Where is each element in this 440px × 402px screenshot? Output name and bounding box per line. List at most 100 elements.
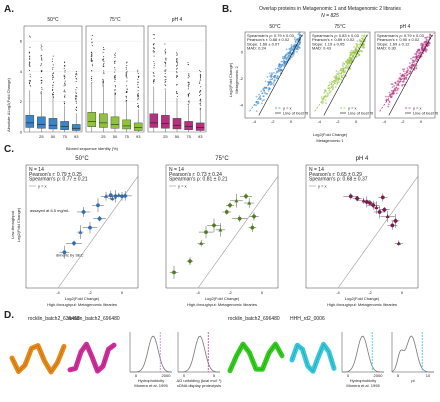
panel-a-ytick-1: 2 <box>20 99 23 104</box>
panel-b-point <box>426 36 429 39</box>
panel-b-point <box>353 46 355 48</box>
panel-a-box-1-1 <box>99 113 108 128</box>
panel-b-point <box>334 86 337 88</box>
panel-a-outlier <box>200 101 202 103</box>
panel-a-outlier <box>137 71 139 73</box>
panel-a-outlier <box>52 73 54 75</box>
panel-a-outlier <box>176 93 178 95</box>
panel-a-outlier <box>91 38 93 40</box>
panel-b-point <box>341 64 344 66</box>
panel-c-point-1-2 <box>199 241 204 245</box>
panel-a-outlier <box>177 63 179 65</box>
panel-a-outlier <box>52 86 54 88</box>
panel-a-outlier <box>153 63 155 65</box>
panel-b-point <box>269 83 272 86</box>
panel-c-point-1-0 <box>172 270 176 275</box>
panel-b-stat-1-2: Slope: 1.19 ± 0.05 <box>312 41 345 46</box>
panel-a-outlier <box>75 91 77 93</box>
panel-a-outlier <box>165 81 167 83</box>
panel-a-outlier <box>52 78 54 80</box>
panel-b-point <box>412 59 415 62</box>
panel-b-point <box>358 50 361 53</box>
panel-a-outlier <box>41 58 43 60</box>
panel-a-outlier <box>51 89 53 91</box>
panel-a-outlier <box>199 95 201 97</box>
panel-a-outlier <box>125 74 127 76</box>
panel-a-outlier <box>90 54 92 56</box>
panel-a-outlier <box>199 74 201 76</box>
panel-b-point <box>403 77 406 80</box>
panel-d-hist-tick-2-1: 2000 <box>374 373 384 378</box>
panel-a-outlier <box>200 71 202 73</box>
panel-a-outlier <box>164 63 166 65</box>
panel-a-outlier <box>137 102 139 104</box>
panel-b-frame-0 <box>244 31 306 119</box>
panel-a-outlier <box>91 60 93 62</box>
panel-b-point <box>268 72 271 75</box>
panel-a-outlier <box>176 75 178 77</box>
panel-b-point <box>415 64 418 67</box>
panel-b-point <box>397 80 400 83</box>
panel-b-point <box>394 82 397 85</box>
panel-b-point <box>274 68 277 70</box>
panel-a-xtick-1-2: 75 <box>124 134 129 139</box>
panel-b-point <box>408 62 411 65</box>
panel-b-point <box>399 78 402 81</box>
panel-b-point <box>320 97 323 100</box>
panel-b-ytick-2: 0 <box>241 49 244 54</box>
panel-b-point <box>264 80 267 83</box>
panel-b-point <box>347 66 350 69</box>
panel-b-point <box>255 104 258 107</box>
panel-a-outlier <box>90 59 92 61</box>
panel-b-legend-fit-2: Line of best fit <box>413 111 439 116</box>
panel-a-outlier <box>64 62 66 64</box>
panel-a-outlier <box>126 80 128 82</box>
panel-b-point <box>356 43 359 46</box>
panel-c-point-2-10 <box>393 218 399 224</box>
panel-b-point <box>328 92 331 94</box>
panel-a-outlier <box>176 76 178 78</box>
panel-b-point <box>358 43 361 46</box>
panel-a-outlier <box>199 79 201 81</box>
panel-b-point <box>413 63 416 65</box>
panel-a-outlier <box>41 49 43 51</box>
panel-a-outlier <box>64 76 66 78</box>
panel-a-outlier <box>103 62 105 64</box>
panel-b-point <box>348 62 351 65</box>
panel-b-point <box>289 47 292 50</box>
panel-a-outlier <box>199 82 201 84</box>
panel-b-point <box>405 76 407 79</box>
panel-d-title-3: HHH_rd2_0006 <box>290 316 325 322</box>
panel-b-yx-line-0 <box>249 33 305 112</box>
panel-b-point <box>350 49 353 52</box>
panel-a-outlier <box>125 68 127 70</box>
panel-a-outlier <box>176 54 178 56</box>
panel-a-box-0-0 <box>25 115 35 128</box>
panel-b-point <box>408 65 411 68</box>
panel-a-box-1-0 <box>87 112 97 127</box>
panel-c-xtick-0-1: -2 <box>88 290 92 295</box>
panel-a-outlier <box>188 82 190 84</box>
panel-b-point <box>257 102 260 105</box>
panel-b-point <box>275 70 278 73</box>
panel-a-outlier <box>137 72 139 74</box>
panel-b-xtick-0-1: -2 <box>271 119 275 124</box>
panel-c-point-1-5 <box>218 227 223 232</box>
panel-c-point-2-8 <box>385 214 390 219</box>
panel-b-point <box>328 81 331 84</box>
panel-b-point <box>334 79 337 82</box>
panel-a-outlier <box>114 67 116 69</box>
panel-a-boxplots: 50°C 0 2 4 6 25 50 75 93 75°C 25 50 75 93 pH 4 25 50 75 93 <box>20 17 207 139</box>
panel-a-outlier <box>125 73 127 75</box>
panel-b-point <box>359 42 362 45</box>
panel-b-point <box>337 79 340 82</box>
panel-a-box-1-3 <box>122 119 131 130</box>
panel-c-xtick-2-2: 0 <box>401 290 404 295</box>
panel-c-xtick-1-2: 0 <box>261 290 264 295</box>
panel-c-point-1-9 <box>237 216 242 221</box>
panel-b-title-1: 75°C <box>334 24 346 30</box>
panel-c-point-0-9 <box>120 194 124 199</box>
panel-b-ytick-0: -4 <box>239 102 243 107</box>
panel-a-outlier <box>103 46 105 48</box>
